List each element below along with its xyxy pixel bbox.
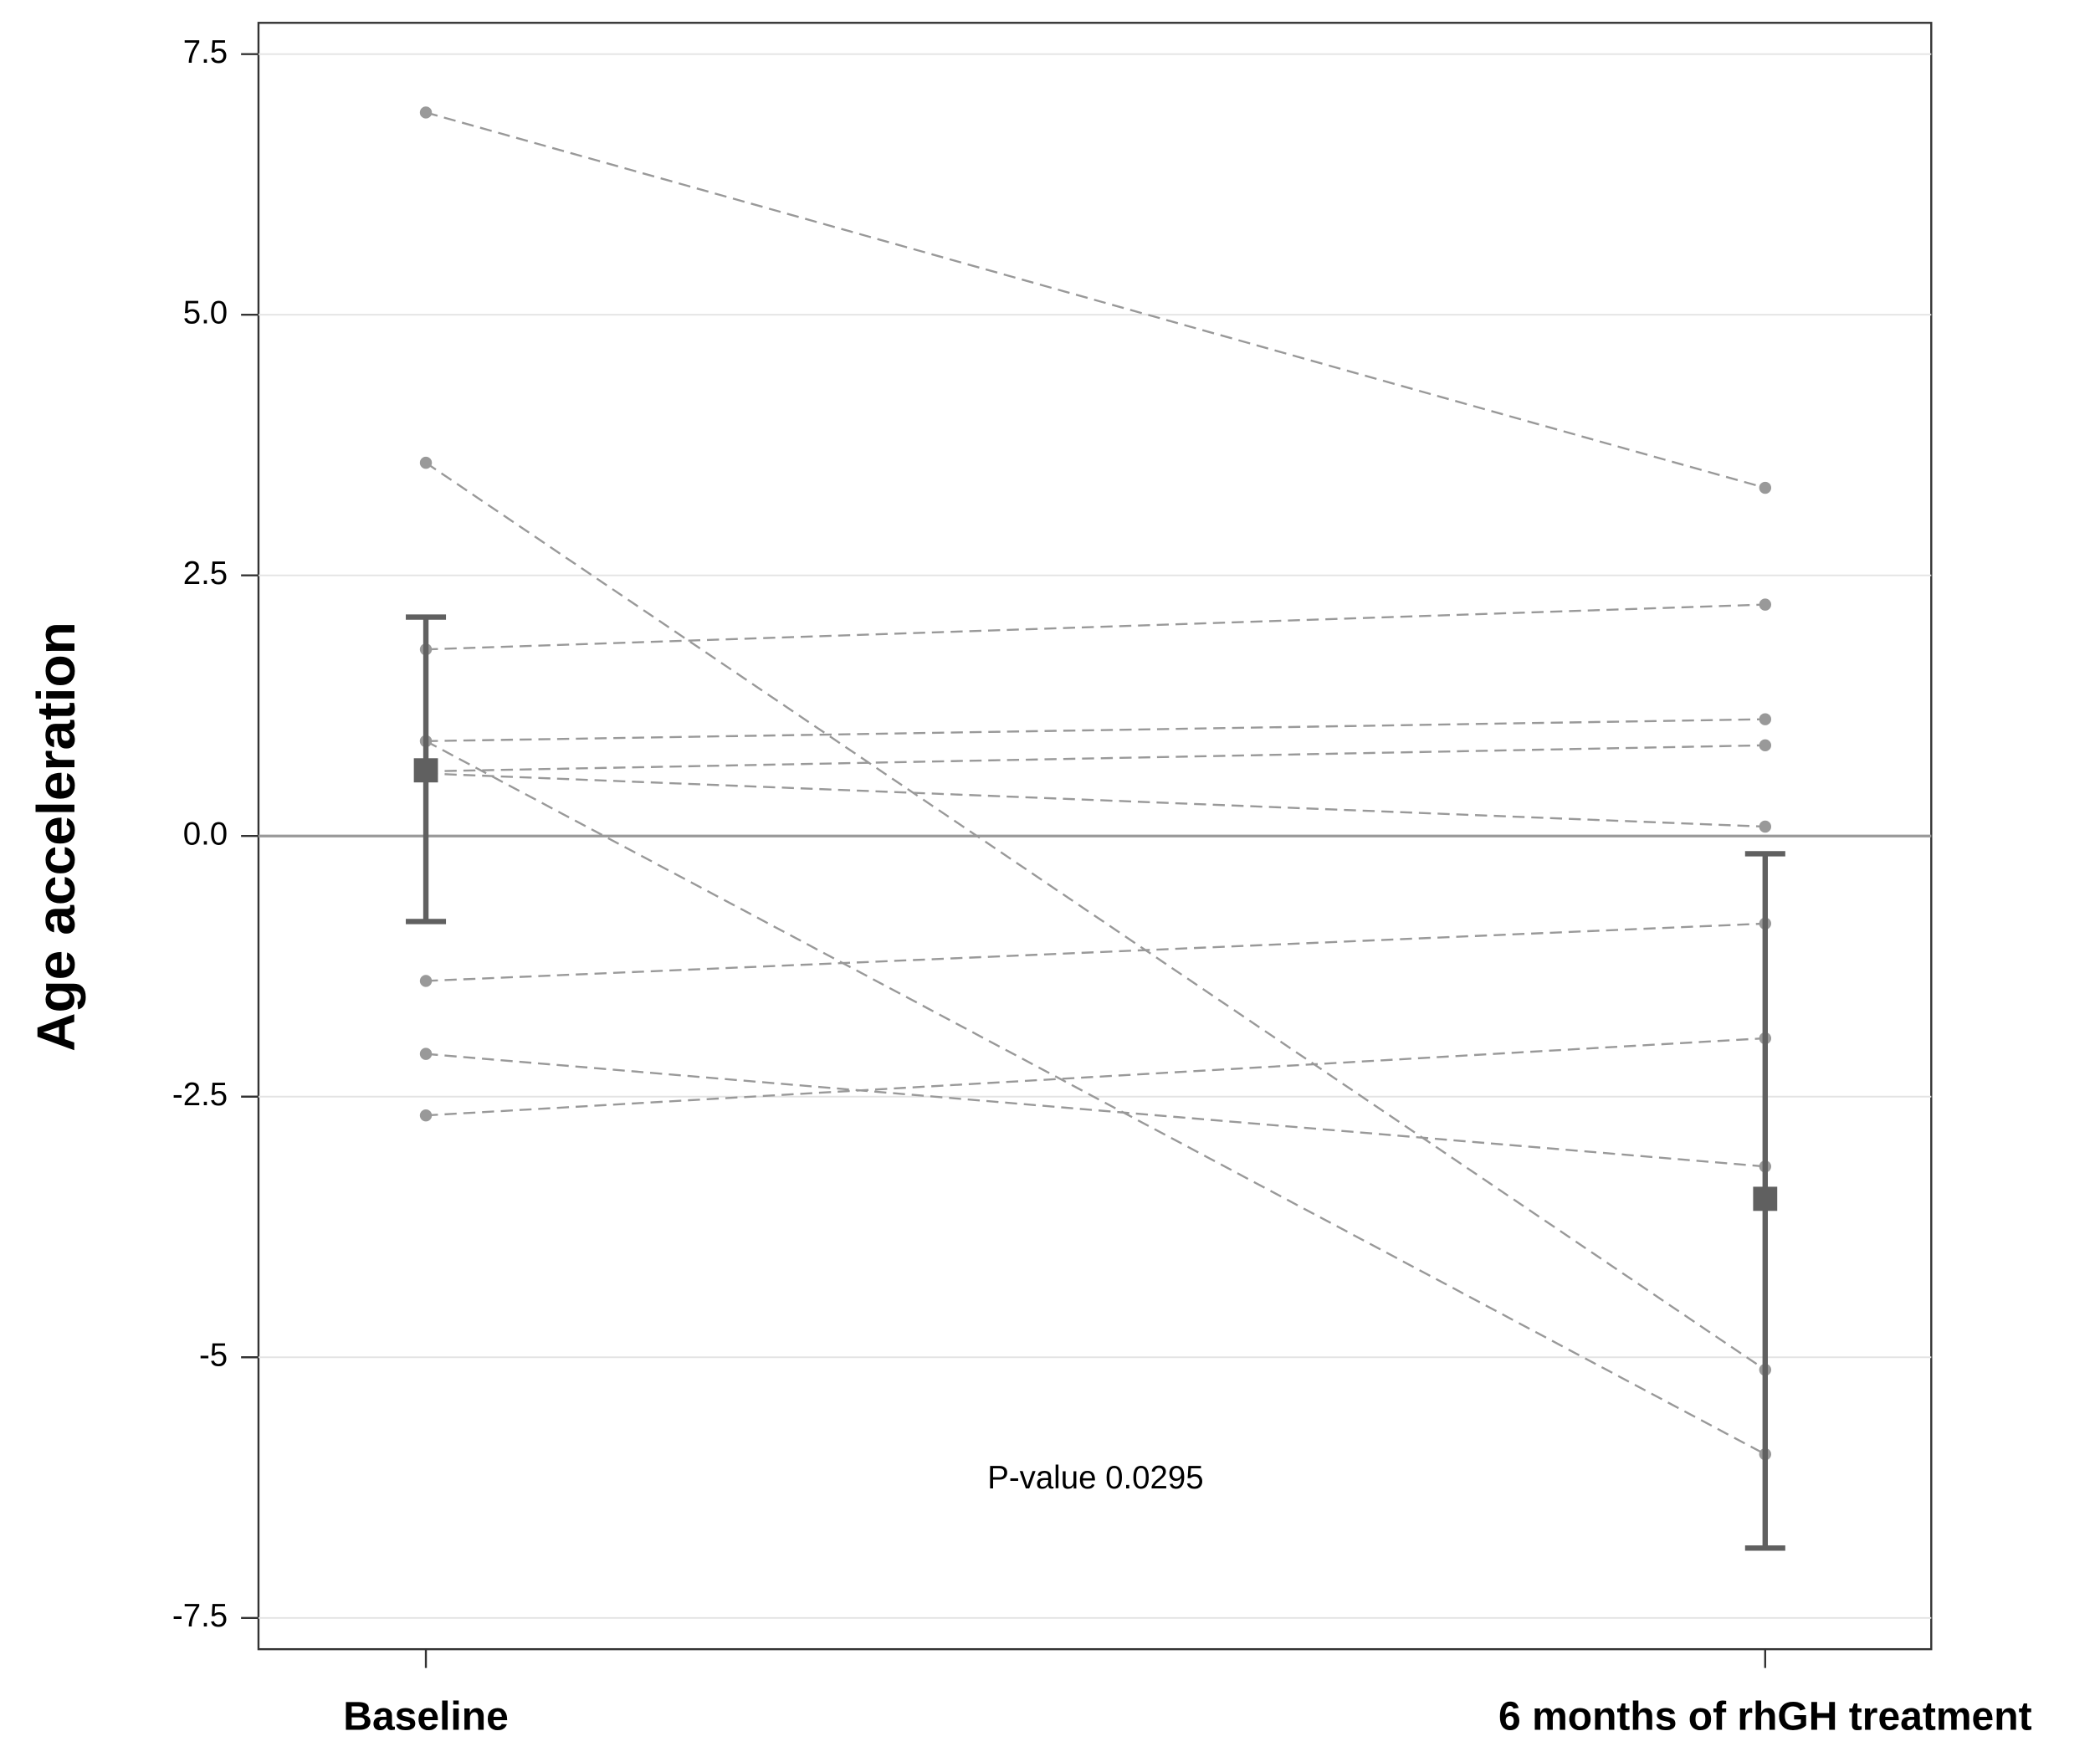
annotation: P-value 0.0295: [987, 1460, 1203, 1496]
subject-point: [419, 456, 433, 469]
subject-point: [419, 106, 433, 119]
x-tick-label: 6 months of rhGH treatment: [1498, 1693, 2032, 1739]
x-tick-label: Baseline: [343, 1693, 508, 1739]
subject-point: [1759, 713, 1772, 725]
y-tick-label: 5.0: [183, 295, 228, 330]
y-tick-label: -5: [199, 1337, 228, 1373]
subject-line: [426, 603, 1765, 651]
subject-line: [425, 922, 1765, 982]
mean-marker: [1753, 1186, 1778, 1211]
y-tick-label: 2.5: [183, 556, 228, 592]
subject-line: [426, 718, 1765, 743]
subject-line: [425, 740, 1766, 1456]
mean-marker: [413, 758, 438, 783]
y-axis-label: Age acceleration: [26, 622, 86, 1052]
subject-line: [425, 111, 1766, 489]
subject-point: [419, 1109, 433, 1122]
subject-line: [425, 462, 1766, 1371]
subject-point: [419, 1047, 433, 1060]
subject-line: [425, 1053, 1765, 1168]
subject-line: [425, 1037, 1765, 1117]
y-tick-label: -2.5: [172, 1077, 228, 1113]
y-tick-label: -7.5: [172, 1598, 228, 1634]
subject-point: [419, 975, 433, 987]
subject-line: [426, 744, 1765, 773]
subject-point: [1759, 820, 1772, 833]
y-tick-label: 7.5: [183, 34, 228, 70]
subject-line: [425, 772, 1765, 828]
y-tick-label: 0.0: [183, 816, 228, 852]
subject-point: [1759, 598, 1772, 611]
subject-point: [1759, 739, 1772, 752]
subject-point: [1759, 481, 1772, 494]
